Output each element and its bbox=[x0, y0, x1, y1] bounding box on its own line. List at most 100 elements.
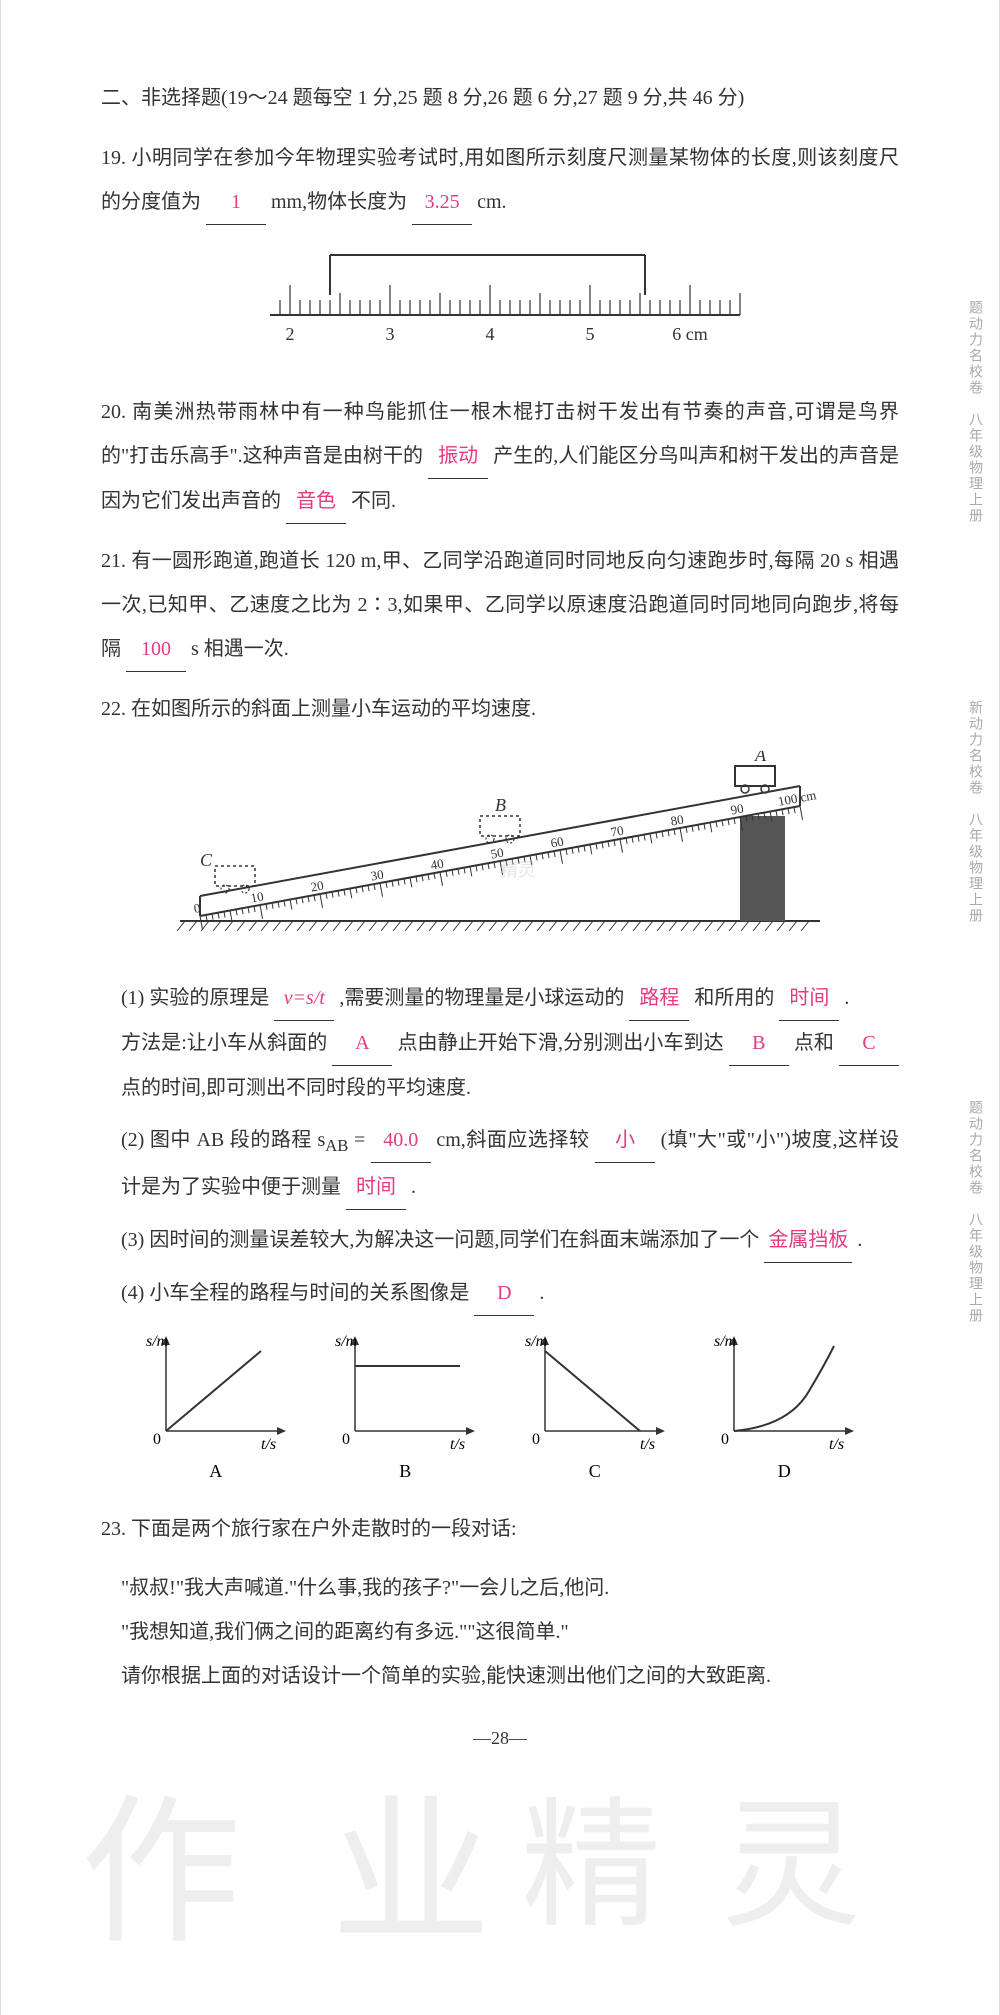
q21-ans-a: 100 bbox=[141, 638, 171, 660]
q19-ans-b: 3.25 bbox=[425, 191, 460, 213]
side-label-1: 题动力名校卷 八年级物理上册 bbox=[964, 300, 984, 524]
svg-text:t/s: t/s bbox=[450, 1436, 465, 1451]
q22-sub1-aa: v=s/t bbox=[284, 987, 325, 1009]
q22-sub3: (3) 因时间的测量误差较大,为解决这一问题,同学们在斜面末端添加了一个 金属挡… bbox=[121, 1218, 899, 1263]
svg-text:s/m: s/m bbox=[335, 1333, 357, 1350]
svg-text:B: B bbox=[495, 795, 506, 815]
q19-text-b: mm,物体长度为 bbox=[271, 191, 407, 213]
q22-sub4-tb: . bbox=[539, 1282, 544, 1304]
q22-sub1-mb: 点由静止开始下滑,分别测出小车到达 bbox=[397, 1032, 723, 1054]
svg-text:90: 90 bbox=[729, 800, 744, 817]
q22-sub2-ac: 时间 bbox=[356, 1176, 396, 1198]
graph-d: s/m t/s 0 D bbox=[709, 1331, 859, 1482]
svg-text:100 cm: 100 cm bbox=[777, 787, 818, 809]
svg-text:40: 40 bbox=[429, 855, 444, 872]
q22-sub3-label: (3) bbox=[121, 1229, 144, 1251]
q22-sub2-sab: AB bbox=[325, 1136, 348, 1155]
q23-line2: "我想知道,我们俩之间的距离约有多远.""这很简单." bbox=[121, 1610, 899, 1654]
svg-text:0: 0 bbox=[721, 1431, 729, 1448]
side-label-3: 题动力名校卷 八年级物理上册 bbox=[964, 1100, 984, 1324]
q23-line1: "叔叔!"我大声喊道."什么事,我的孩子?"一会儿之后,他问. bbox=[121, 1566, 899, 1610]
svg-text:20: 20 bbox=[309, 877, 324, 894]
q22-sub3-tb: . bbox=[857, 1229, 862, 1251]
svg-text:4: 4 bbox=[486, 324, 495, 344]
graphs-row: s/m t/s 0 A s/m t/s 0 B bbox=[121, 1331, 879, 1482]
question-20: 20. 南美洲热带雨林中有一种鸟能抓住一根木棍打击树干发出有节奏的声音,可谓是鸟… bbox=[101, 390, 899, 524]
svg-text:10: 10 bbox=[249, 888, 264, 905]
q22-sub4-ta: 小车全程的路程与时间的关系图像是 bbox=[149, 1282, 469, 1304]
document-page: 题动力名校卷 八年级物理上册 新动力名校卷 八年级物理上册 题动力名校卷 八年级… bbox=[0, 0, 1000, 2015]
question-21: 21. 有一圆形跑道,跑道长 120 m,甲、乙同学沿跑道同时同地反向匀速跑步时… bbox=[101, 539, 899, 672]
q22-sub3-ta: 因时间的测量误差较大,为解决这一问题,同学们在斜面末端添加了一个 bbox=[149, 1229, 759, 1251]
q20-num: 20. bbox=[101, 401, 126, 423]
q22-sub2-tb: = bbox=[354, 1129, 371, 1151]
svg-text:t/s: t/s bbox=[829, 1436, 844, 1451]
section-header: 二、非选择题(19～24 题每空 1 分,25 题 8 分,26 题 6 分,2… bbox=[101, 80, 899, 116]
q19-num: 19. bbox=[101, 147, 126, 169]
question-19: 19. 小明同学在参加今年物理实验考试时,用如图所示刻度尺测量某物体的长度,则该… bbox=[101, 136, 899, 225]
q22-sub1-td: . bbox=[844, 987, 849, 1009]
svg-text:t/s: t/s bbox=[640, 1436, 655, 1451]
watermark-zuo: 作 bbox=[81, 1743, 241, 1975]
q22-sub1-label: (1) bbox=[121, 987, 144, 1009]
svg-text:精灵: 精灵 bbox=[500, 860, 536, 880]
graph-c: s/m t/s 0 C bbox=[520, 1331, 670, 1482]
svg-text:s/m: s/m bbox=[714, 1333, 736, 1350]
q19-ans-a: 1 bbox=[231, 191, 241, 213]
q22-sub2-label: (2) bbox=[121, 1129, 144, 1151]
ruler-svg: 2 3 4 5 6 cm bbox=[250, 245, 750, 355]
q20-ans-b: 音色 bbox=[296, 490, 336, 512]
q22-sub1-ac: 时间 bbox=[789, 987, 829, 1009]
svg-text:0: 0 bbox=[342, 1431, 350, 1448]
q22-sub1: (1) 实验的原理是 v=s/t ,需要测量的物理量是小球运动的 路程 和所用的… bbox=[121, 976, 899, 1110]
q23-intro: 下面是两个旅行家在户外走散时的一段对话: bbox=[131, 1518, 517, 1540]
svg-text:2: 2 bbox=[286, 324, 295, 344]
q22-sub4: (4) 小车全程的路程与时间的关系图像是 D . bbox=[121, 1271, 899, 1316]
svg-text:70: 70 bbox=[609, 822, 624, 839]
q22-sub1-ab: 路程 bbox=[639, 987, 679, 1009]
q22-sub2-tc: cm,斜面应选择较 bbox=[436, 1129, 589, 1151]
q22-sub1-ta: 实验的原理是 bbox=[149, 987, 269, 1009]
q22-intro: 在如图所示的斜面上测量小车运动的平均速度. bbox=[131, 698, 536, 720]
svg-text:s/m: s/m bbox=[146, 1333, 168, 1350]
q22-sub4-aa: D bbox=[497, 1282, 511, 1304]
watermark-ling: 灵 bbox=[721, 1753, 861, 1955]
svg-text:0: 0 bbox=[532, 1431, 540, 1448]
q22-sub1-af: C bbox=[862, 1032, 875, 1054]
q22-sub1-ma: 方法是:让小车从斜面的 bbox=[121, 1032, 327, 1054]
ruler-figure: 2 3 4 5 6 cm bbox=[101, 245, 899, 360]
q22-sub1-tb: ,需要测量的物理量是小球运动的 bbox=[339, 987, 624, 1009]
svg-text:3: 3 bbox=[386, 324, 395, 344]
q21-num: 21. bbox=[101, 550, 126, 572]
q22-sub2-aa: 40.0 bbox=[383, 1129, 418, 1151]
graph-a-label: A bbox=[141, 1461, 291, 1482]
svg-text:A: A bbox=[754, 751, 767, 765]
q22-sub1-tc: 和所用的 bbox=[694, 987, 774, 1009]
svg-text:6 cm: 6 cm bbox=[672, 324, 708, 344]
graph-c-label: C bbox=[520, 1461, 670, 1482]
ramp-svg: 0102030405060708090100 cm A B C bbox=[160, 751, 840, 951]
q22-sub3-aa: 金属挡板 bbox=[768, 1229, 848, 1251]
svg-text:5: 5 bbox=[586, 324, 595, 344]
q20-text-c: 不同. bbox=[351, 490, 396, 512]
q22-sub2: (2) 图中 AB 段的路程 sAB = 40.0 cm,斜面应选择较 小 (填… bbox=[121, 1118, 899, 1210]
svg-text:50: 50 bbox=[489, 844, 504, 861]
q22-sub1-ae: B bbox=[752, 1032, 765, 1054]
svg-text:s/m: s/m bbox=[525, 1333, 547, 1350]
question-23: 23. 下面是两个旅行家在户外走散时的一段对话: bbox=[101, 1507, 899, 1551]
q22-sub2-ta: 图中 AB 段的路程 s bbox=[150, 1129, 325, 1151]
watermark-jing: 精 bbox=[521, 1753, 661, 1955]
q22-sub2-ab: 小 bbox=[615, 1129, 635, 1151]
graph-b-label: B bbox=[330, 1461, 480, 1482]
side-label-2: 新动力名校卷 八年级物理上册 bbox=[964, 700, 984, 924]
svg-text:80: 80 bbox=[669, 811, 684, 828]
svg-text:30: 30 bbox=[369, 866, 384, 883]
q22-num: 22. bbox=[101, 698, 126, 720]
svg-text:C: C bbox=[200, 850, 213, 870]
q19-text-c: cm. bbox=[477, 191, 506, 213]
q22-sub4-label: (4) bbox=[121, 1282, 144, 1304]
question-22: 22. 在如图所示的斜面上测量小车运动的平均速度. bbox=[101, 687, 899, 731]
page-number: —28— bbox=[101, 1728, 899, 1749]
q21-text-b: s 相遇一次. bbox=[191, 638, 289, 660]
q22-sub2-te: . bbox=[411, 1176, 416, 1198]
